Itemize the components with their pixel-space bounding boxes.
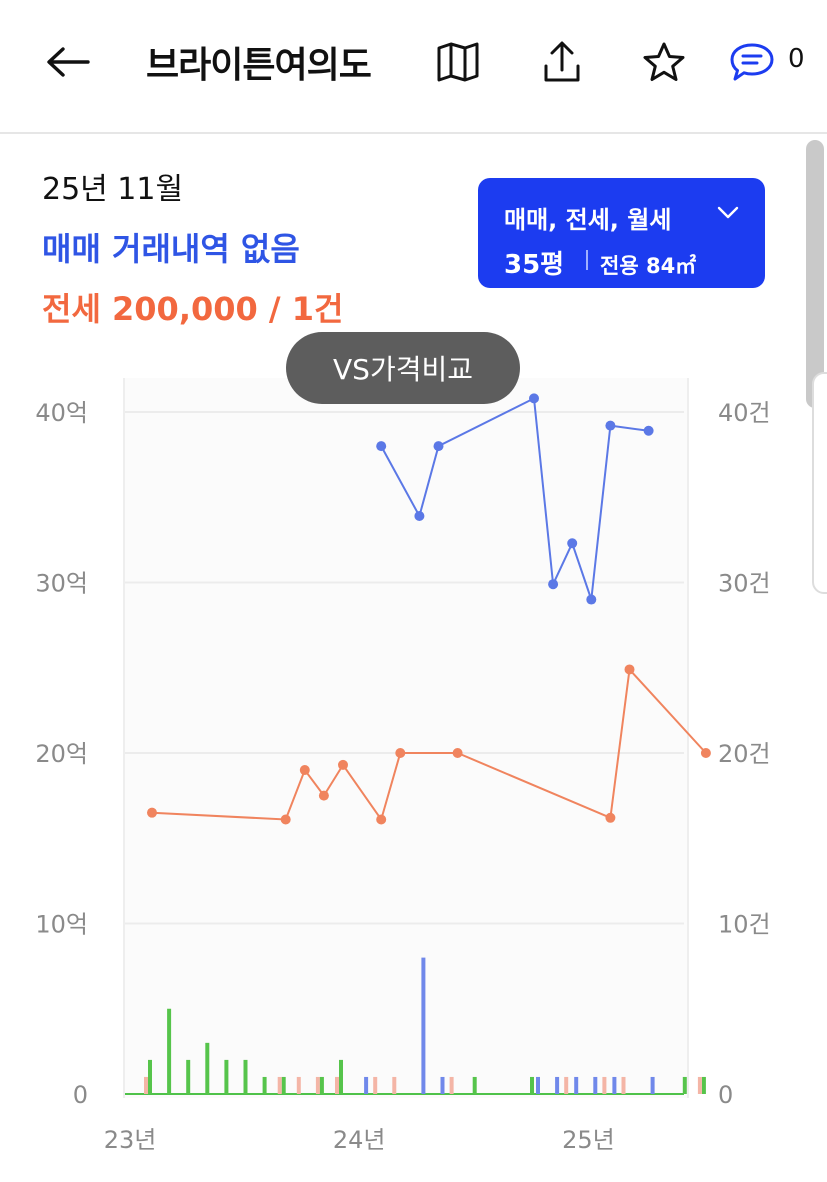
side-panel-edge bbox=[812, 372, 827, 594]
jeonse-volume-bar[interactable] bbox=[144, 1076, 148, 1094]
wolse-volume-bar[interactable] bbox=[281, 1076, 286, 1094]
x-tick-label: 24년 bbox=[333, 1126, 386, 1154]
back-button[interactable] bbox=[40, 40, 96, 84]
sale-price-point[interactable] bbox=[643, 425, 654, 436]
jeonse-price-point[interactable] bbox=[624, 664, 635, 675]
sale-price-point[interactable] bbox=[433, 441, 444, 452]
sale-volume-bar[interactable] bbox=[593, 1076, 598, 1094]
sale-price-point[interactable] bbox=[586, 594, 597, 605]
y-left-tick-label: 0 bbox=[73, 1081, 88, 1109]
y-right-tick-label: 0 bbox=[718, 1081, 733, 1109]
jeonse-volume-bar[interactable] bbox=[296, 1076, 301, 1094]
deal-type-filter-button[interactable]: 매매, 전세, 월세 35평 전용 84㎡ bbox=[478, 178, 765, 288]
jeonse-summary: 전세 200,000 / 1건 bbox=[42, 290, 344, 328]
chevron-down-icon bbox=[717, 206, 739, 219]
back-arrow-icon bbox=[47, 47, 90, 77]
wolse-volume-bar[interactable] bbox=[701, 1076, 706, 1094]
wolse-volume-bar[interactable] bbox=[148, 1059, 152, 1094]
jeonse-volume-bar[interactable] bbox=[564, 1076, 569, 1094]
deal-types-label: 매매, 전세, 월세 bbox=[504, 206, 672, 234]
sale-price-point[interactable] bbox=[567, 538, 578, 549]
chart-area bbox=[123, 378, 689, 1098]
wolse-volume-bar[interactable] bbox=[167, 1008, 172, 1094]
sale-volume-bar[interactable] bbox=[612, 1076, 617, 1094]
jeonse-volume-bar[interactable] bbox=[277, 1076, 282, 1094]
sale-volume-bar[interactable] bbox=[440, 1076, 445, 1094]
jeonse-price-line bbox=[151, 667, 707, 822]
y-right-tick-label: 10건 bbox=[718, 911, 771, 939]
jeonse-price-point[interactable] bbox=[318, 790, 329, 801]
jeonse-volume-bar[interactable] bbox=[315, 1076, 320, 1094]
jeonse-volume-bar[interactable] bbox=[335, 1076, 339, 1094]
x-tick-label: 25년 bbox=[562, 1126, 615, 1154]
y-left-tick-label: 10억 bbox=[35, 911, 88, 939]
jeonse-volume-bar[interactable] bbox=[373, 1076, 378, 1094]
comment-button[interactable] bbox=[728, 38, 776, 86]
wolse-volume-bar[interactable] bbox=[530, 1076, 534, 1094]
divider bbox=[586, 250, 588, 270]
jeonse-volume-bar[interactable] bbox=[392, 1076, 397, 1094]
y-right-tick-label: 20건 bbox=[718, 740, 771, 768]
jeonse-price-point[interactable] bbox=[299, 765, 310, 776]
jeonse-price-point[interactable] bbox=[280, 814, 291, 825]
sale-status: 매매 거래내역 없음 bbox=[42, 230, 300, 268]
y-right-tick-label: 40건 bbox=[718, 399, 771, 427]
jeonse-volume-bar[interactable] bbox=[602, 1076, 607, 1094]
wolse-volume-bar[interactable] bbox=[262, 1076, 267, 1094]
favorite-button[interactable] bbox=[640, 38, 688, 86]
wolse-volume-bar[interactable] bbox=[186, 1059, 191, 1094]
comment-count: 0 bbox=[788, 44, 805, 74]
map-icon bbox=[437, 42, 479, 82]
comment-icon bbox=[730, 43, 774, 81]
jeonse-volume-bar[interactable] bbox=[449, 1076, 454, 1094]
top-app-bar: 브라이튼여의도 0 bbox=[0, 0, 827, 134]
scrollbar-thumb[interactable] bbox=[806, 140, 824, 408]
jeonse-price-point[interactable] bbox=[376, 814, 387, 825]
wolse-volume-bar[interactable] bbox=[205, 1042, 210, 1094]
jeonse-price-point[interactable] bbox=[395, 748, 406, 758]
jeonse-price-point[interactable] bbox=[338, 759, 348, 770]
sale-price-point[interactable] bbox=[414, 511, 425, 522]
wolse-volume-bar[interactable] bbox=[682, 1076, 687, 1094]
share-button[interactable] bbox=[538, 38, 586, 86]
pyeong-size-label: 35평 bbox=[504, 250, 565, 280]
wolse-volume-bar[interactable] bbox=[319, 1076, 324, 1094]
sale-price-point[interactable] bbox=[548, 579, 559, 590]
sale-volume-bar[interactable] bbox=[574, 1076, 579, 1094]
jeonse-volume-bar[interactable] bbox=[621, 1076, 626, 1094]
wolse-volume-bar[interactable] bbox=[472, 1076, 477, 1094]
jeonse-volume-bar[interactable] bbox=[697, 1076, 702, 1094]
star-icon bbox=[643, 42, 685, 81]
jeonse-price-point[interactable] bbox=[147, 807, 157, 818]
share-icon bbox=[544, 41, 580, 82]
y-left-tick-label: 30억 bbox=[35, 570, 88, 598]
wolse-volume-bar[interactable] bbox=[224, 1059, 229, 1094]
y-left-tick-label: 40억 bbox=[35, 399, 88, 427]
sale-price-point[interactable] bbox=[605, 420, 616, 431]
vs-compare-button[interactable]: VS가격비교 bbox=[286, 332, 520, 404]
sale-volume-bar[interactable] bbox=[364, 1076, 369, 1094]
sale-volume-bar[interactable] bbox=[536, 1076, 540, 1094]
y-right-tick-label: 30건 bbox=[718, 570, 771, 598]
area-label: 전용 84㎡ bbox=[600, 254, 697, 278]
sale-price-point[interactable] bbox=[376, 441, 387, 452]
map-button[interactable] bbox=[434, 38, 482, 86]
sale-price-point[interactable] bbox=[529, 393, 539, 404]
sale-volume-bar[interactable] bbox=[555, 1076, 560, 1094]
sale-volume-bar[interactable] bbox=[421, 957, 426, 1094]
jeonse-price-point[interactable] bbox=[605, 812, 616, 823]
jeonse-price-point[interactable] bbox=[700, 748, 711, 758]
x-tick-label: 23년 bbox=[104, 1126, 157, 1154]
selected-month: 25년 11월 bbox=[42, 172, 184, 207]
y-left-tick-label: 20억 bbox=[35, 740, 88, 768]
jeonse-price-point[interactable] bbox=[452, 748, 463, 758]
page-title: 브라이튼여의도 bbox=[146, 45, 372, 86]
wolse-volume-bar[interactable] bbox=[339, 1059, 343, 1094]
wolse-volume-bar[interactable] bbox=[243, 1059, 248, 1094]
sale-volume-bar[interactable] bbox=[650, 1076, 655, 1094]
